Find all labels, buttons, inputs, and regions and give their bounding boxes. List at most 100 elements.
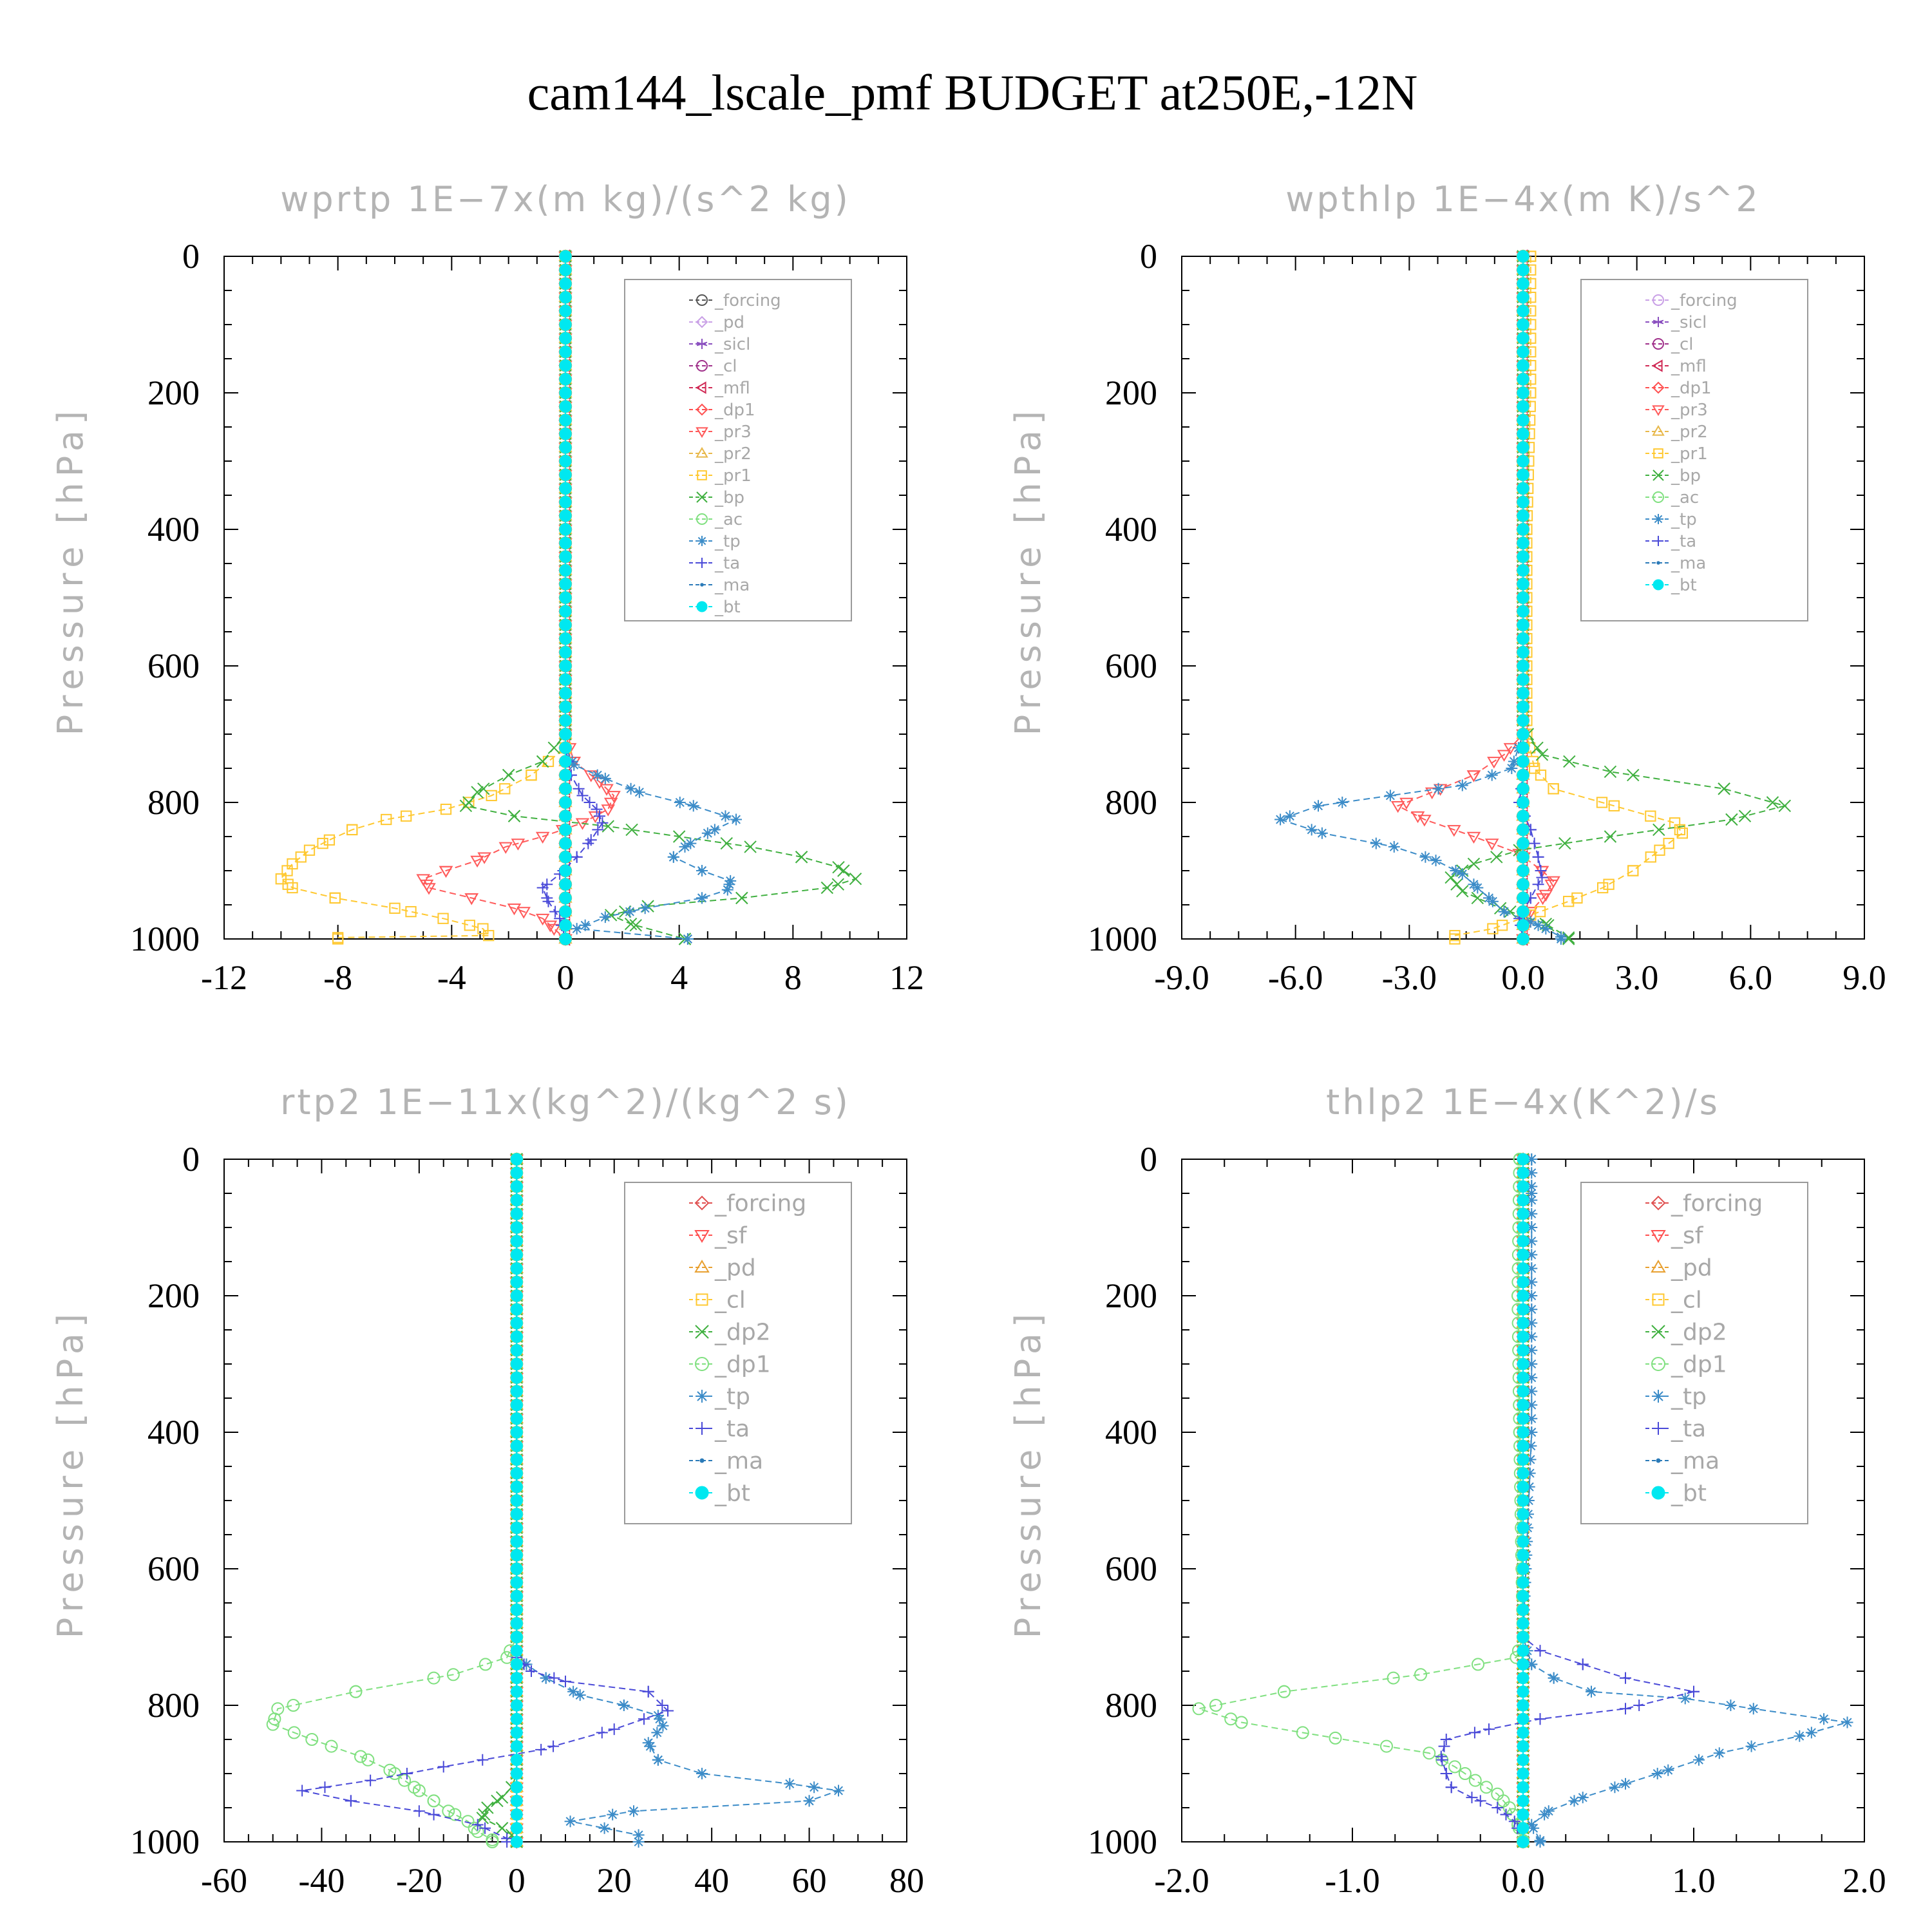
legend-box <box>1580 279 1808 621</box>
legend-item: _pr2 <box>1645 422 1708 442</box>
data-point <box>1692 1754 1705 1766</box>
data-point <box>510 1453 523 1466</box>
data-point <box>1517 755 1530 768</box>
data-point <box>510 1166 523 1179</box>
data-point <box>536 755 549 768</box>
data-point <box>510 1699 523 1712</box>
legend-marker <box>1651 1486 1665 1500</box>
legend-label: _ta <box>1671 1416 1706 1443</box>
data-point <box>1517 1672 1530 1685</box>
y-tick-label: 400 <box>147 1413 200 1452</box>
data-point <box>1778 799 1792 813</box>
data-point <box>549 905 562 918</box>
data-point <box>1627 865 1639 876</box>
data-point <box>317 837 328 849</box>
legend-label: _forcing <box>714 291 781 310</box>
y-tick-label: 600 <box>1105 647 1157 685</box>
legend-item: _dp1 <box>1645 1352 1727 1378</box>
data-point <box>1563 896 1575 907</box>
legend-item: _cl <box>1645 1287 1702 1314</box>
data-point <box>1224 1712 1238 1726</box>
data-point <box>1517 1658 1530 1671</box>
data-point <box>439 866 453 878</box>
legend-label: _ac <box>1671 488 1699 507</box>
data-point <box>1535 769 1547 781</box>
data-point <box>476 1812 489 1824</box>
data-point <box>600 784 614 796</box>
data-point <box>1535 893 1550 905</box>
data-point <box>526 1665 537 1677</box>
data-point <box>510 1794 523 1807</box>
data-point <box>510 1439 523 1452</box>
data-point <box>510 1235 523 1247</box>
series-bt <box>1517 250 1530 945</box>
y-axis-label: Pressure [hPa] <box>1008 1308 1048 1638</box>
data-point <box>1517 1754 1530 1766</box>
data-point <box>559 591 572 604</box>
data-point <box>510 1481 523 1493</box>
data-point <box>1577 1658 1589 1671</box>
data-point <box>1604 830 1617 843</box>
data-point <box>510 1344 523 1357</box>
data-point <box>559 550 572 563</box>
x-tick-label: -60 <box>201 1861 247 1900</box>
data-point <box>1517 810 1530 822</box>
data-point <box>1517 564 1530 577</box>
y-tick-label: 400 <box>1105 510 1157 549</box>
data-point <box>629 919 642 932</box>
data-point <box>1390 801 1405 813</box>
data-point <box>361 1753 375 1766</box>
data-point <box>510 1822 523 1835</box>
data-point <box>303 844 316 856</box>
panel-title: thlp2 1E−4x(K^2)/s <box>1326 1082 1720 1122</box>
legend-marker <box>1651 1325 1665 1339</box>
legend-label: _dp1 <box>714 401 755 420</box>
x-tick-label: -12 <box>201 958 247 997</box>
data-point <box>398 1774 412 1787</box>
data-point <box>1472 882 1484 894</box>
data-point <box>1517 1781 1530 1794</box>
data-point <box>510 1740 523 1753</box>
data-point <box>559 413 572 426</box>
data-point <box>559 250 572 263</box>
legend-label: _pr2 <box>1671 422 1708 442</box>
legend: _forcing _pd _sicl _cl _mfl _dp1 _pr3_pr2_pr1 _… <box>624 279 852 621</box>
legend-item: _ta <box>1645 532 1696 551</box>
data-point <box>1525 1440 1537 1452</box>
y-tick-label: 600 <box>147 647 200 685</box>
data-point <box>608 1723 620 1736</box>
y-tick-label: 200 <box>1105 1276 1157 1315</box>
data-point <box>1517 714 1530 727</box>
y-tick-label: 800 <box>147 783 200 822</box>
data-point <box>1517 837 1530 850</box>
data-point <box>1571 892 1583 904</box>
data-point <box>446 1668 460 1681</box>
legend-label: _ma <box>1671 554 1706 573</box>
data-point <box>381 813 392 826</box>
legend-label: _cl <box>1671 1287 1702 1314</box>
data-point <box>535 913 550 926</box>
data-point <box>1456 868 1468 880</box>
legend-label: _forcing <box>1671 291 1738 310</box>
data-point <box>559 687 572 699</box>
panel-2: wpthlp 1E−4x(m K)/s^2 Pressure [hPa] 0 200 4… <box>1008 179 1886 997</box>
data-point <box>510 1781 523 1794</box>
data-point <box>1517 687 1530 699</box>
data-point <box>1419 851 1432 863</box>
data-point <box>1794 1730 1806 1742</box>
x-tick-label: 0.0 <box>1501 1861 1545 1900</box>
legend-label: _pr2 <box>714 444 752 464</box>
data-point <box>559 673 572 686</box>
data-point <box>596 817 609 829</box>
data-point <box>1663 837 1674 849</box>
data-point <box>1526 1276 1538 1288</box>
data-point <box>1517 1316 1530 1329</box>
legend-item: _dp1 <box>1645 379 1712 398</box>
data-point <box>1449 930 1461 942</box>
series-bt <box>1517 1153 1530 1848</box>
data-point <box>271 1702 285 1716</box>
data-point <box>1517 1767 1530 1780</box>
data-point <box>413 1805 425 1817</box>
data-point <box>592 824 604 836</box>
data-point <box>1517 1289 1530 1302</box>
